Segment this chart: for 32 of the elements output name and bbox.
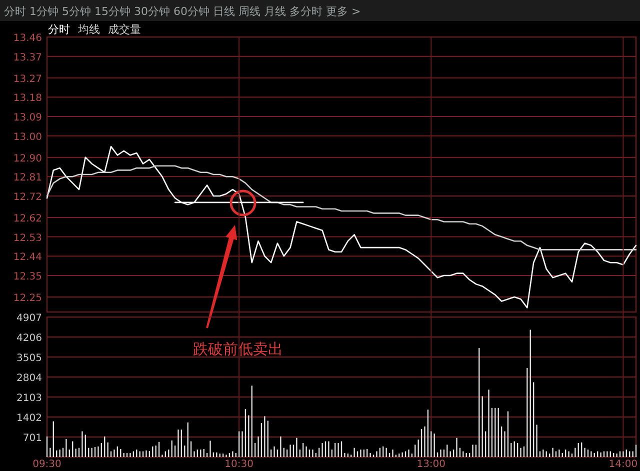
line-series xyxy=(46,165,637,250)
text: 均线 xyxy=(77,23,100,36)
y-tick-label: 12.35 xyxy=(13,271,42,282)
annotation: 跌破前低卖出 xyxy=(193,340,283,358)
y-tick-label: 13.09 xyxy=(13,112,42,124)
y-tick-label: 13.37 xyxy=(13,52,42,64)
y-tick-label: 3505 xyxy=(16,353,42,364)
y-tick-label: 4206 xyxy=(16,333,42,344)
y-tick-label: 12.53 xyxy=(13,232,42,244)
y-tick-label: 13.00 xyxy=(13,132,42,143)
y-tick-label: 13.27 xyxy=(13,74,42,85)
text: 分时 1分钟 5分钟 15分钟 30分钟 60分钟 日线 周线 月线 多分时 更多 > xyxy=(4,5,361,18)
y-tick-label: 12.90 xyxy=(13,153,42,164)
y-tick-label: 701 xyxy=(22,433,42,444)
text: 分时 xyxy=(48,23,70,36)
x-tick-label: 10:30 xyxy=(224,459,254,470)
line-series xyxy=(46,146,637,308)
y-tick-label: 4907 xyxy=(16,313,42,324)
y-tick-label: 13.46 xyxy=(13,33,42,44)
y-tick-label: 12.44 xyxy=(13,252,42,264)
y-tick-label: 12.25 xyxy=(13,292,42,304)
text: 成交量 xyxy=(108,23,141,36)
x-tick-label: 13:00 xyxy=(416,459,446,470)
y-tick-label: 12.72 xyxy=(13,192,42,203)
y-tick-label: 2103 xyxy=(16,393,42,404)
y-tick-label: 12.62 xyxy=(13,213,42,224)
y-tick-label: 1402 xyxy=(16,413,42,424)
x-tick-label: 09:30 xyxy=(32,459,62,470)
x-tick-label: 14:00 xyxy=(608,459,638,470)
y-tick-label: 13.18 xyxy=(13,93,42,104)
y-tick-label: 2804 xyxy=(16,373,42,384)
y-tick-label: 12.81 xyxy=(13,172,42,184)
